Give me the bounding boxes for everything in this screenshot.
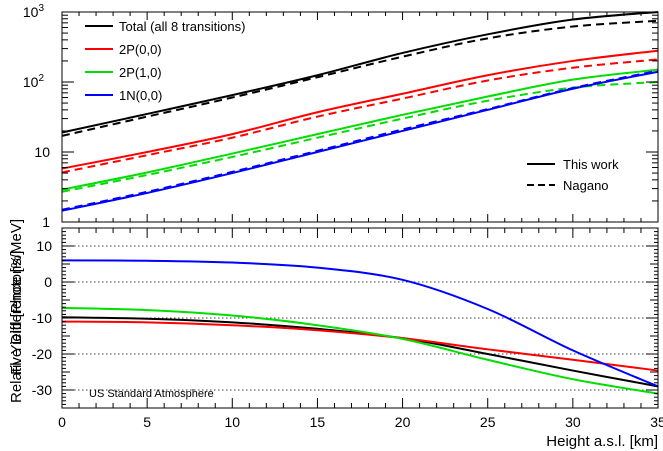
x-tick-label: 5	[143, 414, 151, 430]
style-legend-label: Nagano	[563, 178, 609, 193]
x-tick-label: 10	[224, 414, 240, 430]
series-line-this-work-2	[61, 49, 659, 170]
difference-line-2	[61, 306, 659, 395]
atmosphere-annotation: US Standard Atmosphere	[89, 388, 214, 400]
x-tick-labels: 0 5 10 15 20 25 30 35	[58, 414, 663, 430]
tick-exponent: 2	[38, 73, 44, 84]
series-line-this-work-4	[61, 68, 659, 191]
legend-label: 2P(0,0)	[119, 42, 162, 57]
bottom-y-tick-label: -30	[32, 382, 52, 398]
top-plot-lines	[61, 11, 659, 212]
bottom-y-tick-label: -10	[32, 310, 52, 326]
top-y-axis-label: Fl. Yield [Photons/MeV]	[8, 219, 25, 375]
x-tick-label: 30	[565, 414, 581, 430]
legend-line-styles: This work Nagano	[527, 157, 619, 193]
bottom-y-tick-labels: -30 -20 -10 0 10	[32, 238, 52, 398]
legend-series: Total (all 8 transitions) 2P(0,0) 2P(1,0) 1…	[85, 19, 245, 103]
legend-label: Total (all 8 transitions)	[119, 19, 245, 34]
series-line-nagano-3	[61, 58, 659, 174]
tick-exponent: 3	[38, 3, 44, 14]
top-plot-frame	[61, 11, 659, 223]
style-legend-label: This work	[563, 157, 619, 172]
series-line-this-work-0	[61, 11, 659, 134]
series-line-nagano-5	[61, 81, 659, 193]
series-line-this-work-6	[61, 70, 659, 212]
x-tick-label: 35	[650, 414, 663, 430]
legend-label: 2P(1,0)	[119, 65, 162, 80]
bottom-y-tick-label: 0	[44, 274, 52, 290]
x-tick-label: 15	[310, 414, 326, 430]
bottom-gridlines	[62, 245, 658, 391]
bottom-panel: -30 -20 -10 0 10 0 5 10 15 20 25 30 35 Relative Dif…	[8, 227, 663, 450]
top-y-tick-label: 10	[34, 144, 50, 160]
bottom-plot-lines	[61, 259, 659, 395]
top-y-tick-label: 1	[42, 214, 50, 230]
series-line-nagano-1	[61, 19, 659, 137]
x-tick-label: 0	[58, 414, 66, 430]
top-y-tick-label: 102	[23, 73, 45, 90]
difference-line-1	[61, 320, 659, 372]
x-tick-label: 20	[395, 414, 411, 430]
difference-line-3	[61, 259, 659, 388]
top-y-tick-labels: 1 10 102 103	[23, 3, 50, 230]
top-axis-ticks	[61, 11, 659, 223]
x-tick-label: 25	[480, 414, 496, 430]
series-line-nagano-7	[61, 69, 659, 211]
bottom-y-tick-label: -20	[32, 346, 52, 362]
top-y-tick-label: 103	[23, 3, 45, 20]
legend-label: 1N(0,0)	[119, 88, 162, 103]
bottom-axis-ticks	[61, 227, 659, 409]
bottom-y-tick-label: 10	[36, 238, 52, 254]
x-axis-label: Height a.s.l. [km]	[546, 433, 658, 450]
difference-line-0	[61, 316, 659, 388]
bottom-y-axis-label: Relative Difference [%]	[8, 251, 25, 403]
